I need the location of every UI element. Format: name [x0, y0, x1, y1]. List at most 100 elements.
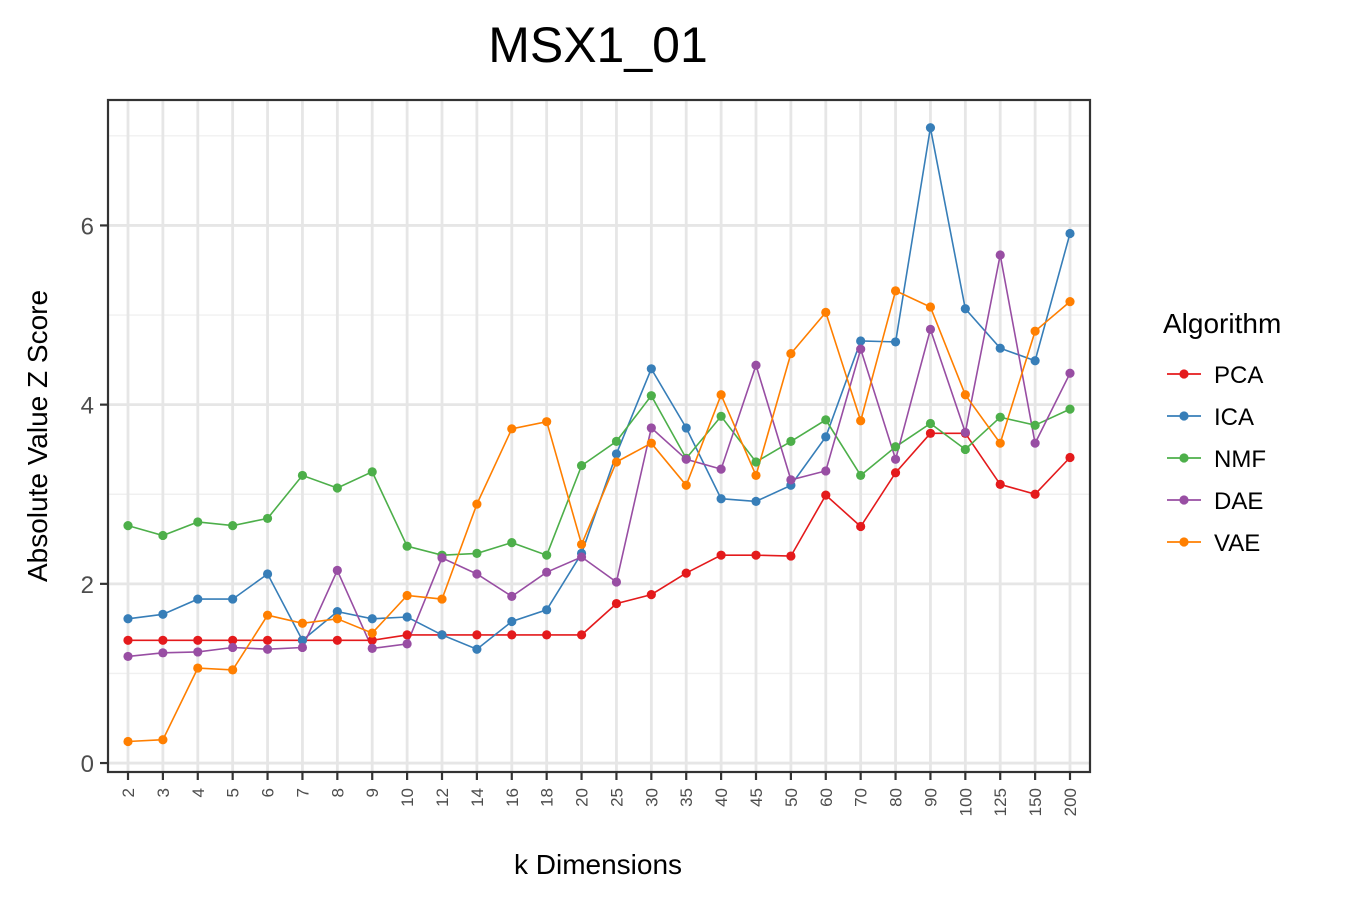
series-line-nmf — [127, 394, 1071, 557]
x-tick-label: 45 — [747, 788, 766, 807]
data-point-pca — [228, 635, 238, 645]
series-layer — [123, 123, 1075, 747]
data-point-pca — [681, 568, 691, 578]
x-tick-label: 7 — [293, 788, 312, 797]
data-point-ica — [995, 343, 1005, 353]
data-point-pca — [1065, 452, 1075, 463]
data-point-dae — [542, 567, 552, 577]
data-point-pca — [751, 550, 761, 560]
data-point-nmf — [716, 411, 726, 421]
data-point-dae — [332, 565, 342, 576]
data-point-vae — [123, 736, 133, 747]
data-point-ica — [332, 607, 342, 617]
data-point-pca — [158, 635, 168, 645]
data-point-dae — [611, 577, 622, 587]
data-point-nmf — [332, 483, 342, 493]
x-tick-label: 3 — [154, 788, 173, 797]
legend-label-pca: PCA — [1214, 362, 1263, 389]
data-point-vae — [576, 539, 587, 550]
data-point-ica — [367, 614, 377, 624]
legend-label-dae: DAE — [1214, 488, 1263, 515]
data-point-nmf — [925, 418, 936, 429]
data-point-pca — [123, 635, 133, 645]
data-point-vae — [786, 348, 796, 359]
data-point-pca — [646, 589, 656, 600]
data-point-nmf — [960, 444, 970, 455]
data-point-nmf — [507, 538, 517, 548]
x-tick-label: 200 — [1061, 788, 1080, 816]
data-point-dae — [123, 651, 133, 662]
data-point-nmf — [193, 517, 203, 527]
data-point-pca — [716, 550, 726, 560]
data-point-pca — [507, 630, 517, 640]
data-point-vae — [158, 735, 168, 745]
data-point-pca — [332, 635, 342, 645]
data-point-dae — [437, 553, 447, 563]
data-point-ica — [611, 449, 622, 459]
data-point-vae — [507, 424, 517, 434]
x-tick-label: 80 — [887, 788, 906, 807]
legend-key-point-dae — [1179, 495, 1189, 505]
x-tick-label: 40 — [712, 788, 731, 807]
data-point-dae — [472, 569, 482, 579]
data-point-vae — [1065, 297, 1075, 307]
data-point-pca — [786, 551, 796, 561]
data-point-dae — [297, 642, 308, 653]
data-point-ica — [228, 594, 238, 604]
y-tick-label: 4 — [81, 393, 94, 420]
data-point-vae — [856, 416, 866, 426]
legend-label-vae: VAE — [1214, 530, 1260, 557]
x-tick-label: 2 — [119, 788, 138, 797]
data-point-dae — [786, 475, 796, 485]
data-point-nmf — [297, 470, 308, 481]
data-point-vae — [228, 665, 238, 675]
data-point-ica — [507, 616, 517, 627]
data-point-pca — [925, 428, 936, 438]
data-point-dae — [228, 642, 238, 653]
data-point-dae — [716, 464, 726, 474]
data-point-pca — [821, 490, 831, 500]
data-point-vae — [890, 286, 901, 296]
x-tick-label: 18 — [538, 788, 557, 807]
data-point-dae — [1030, 438, 1040, 448]
data-point-nmf — [611, 436, 622, 446]
data-point-vae — [995, 438, 1005, 448]
data-point-dae — [402, 639, 412, 649]
data-point-ica — [821, 432, 831, 442]
data-point-vae — [925, 302, 936, 312]
data-point-dae — [193, 647, 203, 657]
x-tick-label: 125 — [991, 788, 1010, 816]
data-point-vae — [611, 457, 622, 467]
data-point-ica — [925, 123, 936, 133]
data-point-ica — [262, 569, 273, 579]
data-point-ica — [751, 496, 761, 507]
data-point-dae — [367, 643, 377, 653]
x-tick-label: 20 — [573, 788, 592, 807]
data-point-vae — [716, 390, 726, 400]
x-axis-label: k Dimensions — [514, 849, 682, 880]
x-tick-label: 25 — [607, 788, 626, 807]
legend-key-point-ica — [1179, 411, 1189, 421]
x-tick-label: 6 — [259, 788, 278, 797]
data-point-pca — [890, 468, 901, 478]
y-tick-label: 6 — [81, 213, 94, 240]
data-point-nmf — [995, 412, 1005, 422]
y-tick-label: 0 — [81, 751, 94, 778]
data-point-ica — [856, 336, 866, 346]
x-tick-label: 5 — [224, 788, 243, 797]
data-point-nmf — [821, 415, 831, 425]
plot-panel-border — [106, 98, 1092, 774]
data-point-dae — [960, 427, 970, 438]
data-point-vae — [402, 590, 412, 601]
x-tick-label: 150 — [1026, 788, 1045, 816]
data-point-ica — [646, 364, 656, 374]
data-point-dae — [262, 644, 273, 654]
data-point-dae — [681, 454, 691, 464]
data-point-pca — [262, 635, 273, 645]
data-point-dae — [995, 250, 1005, 260]
data-point-ica — [960, 304, 970, 314]
data-point-ica — [297, 635, 308, 645]
data-point-pca — [576, 630, 587, 640]
